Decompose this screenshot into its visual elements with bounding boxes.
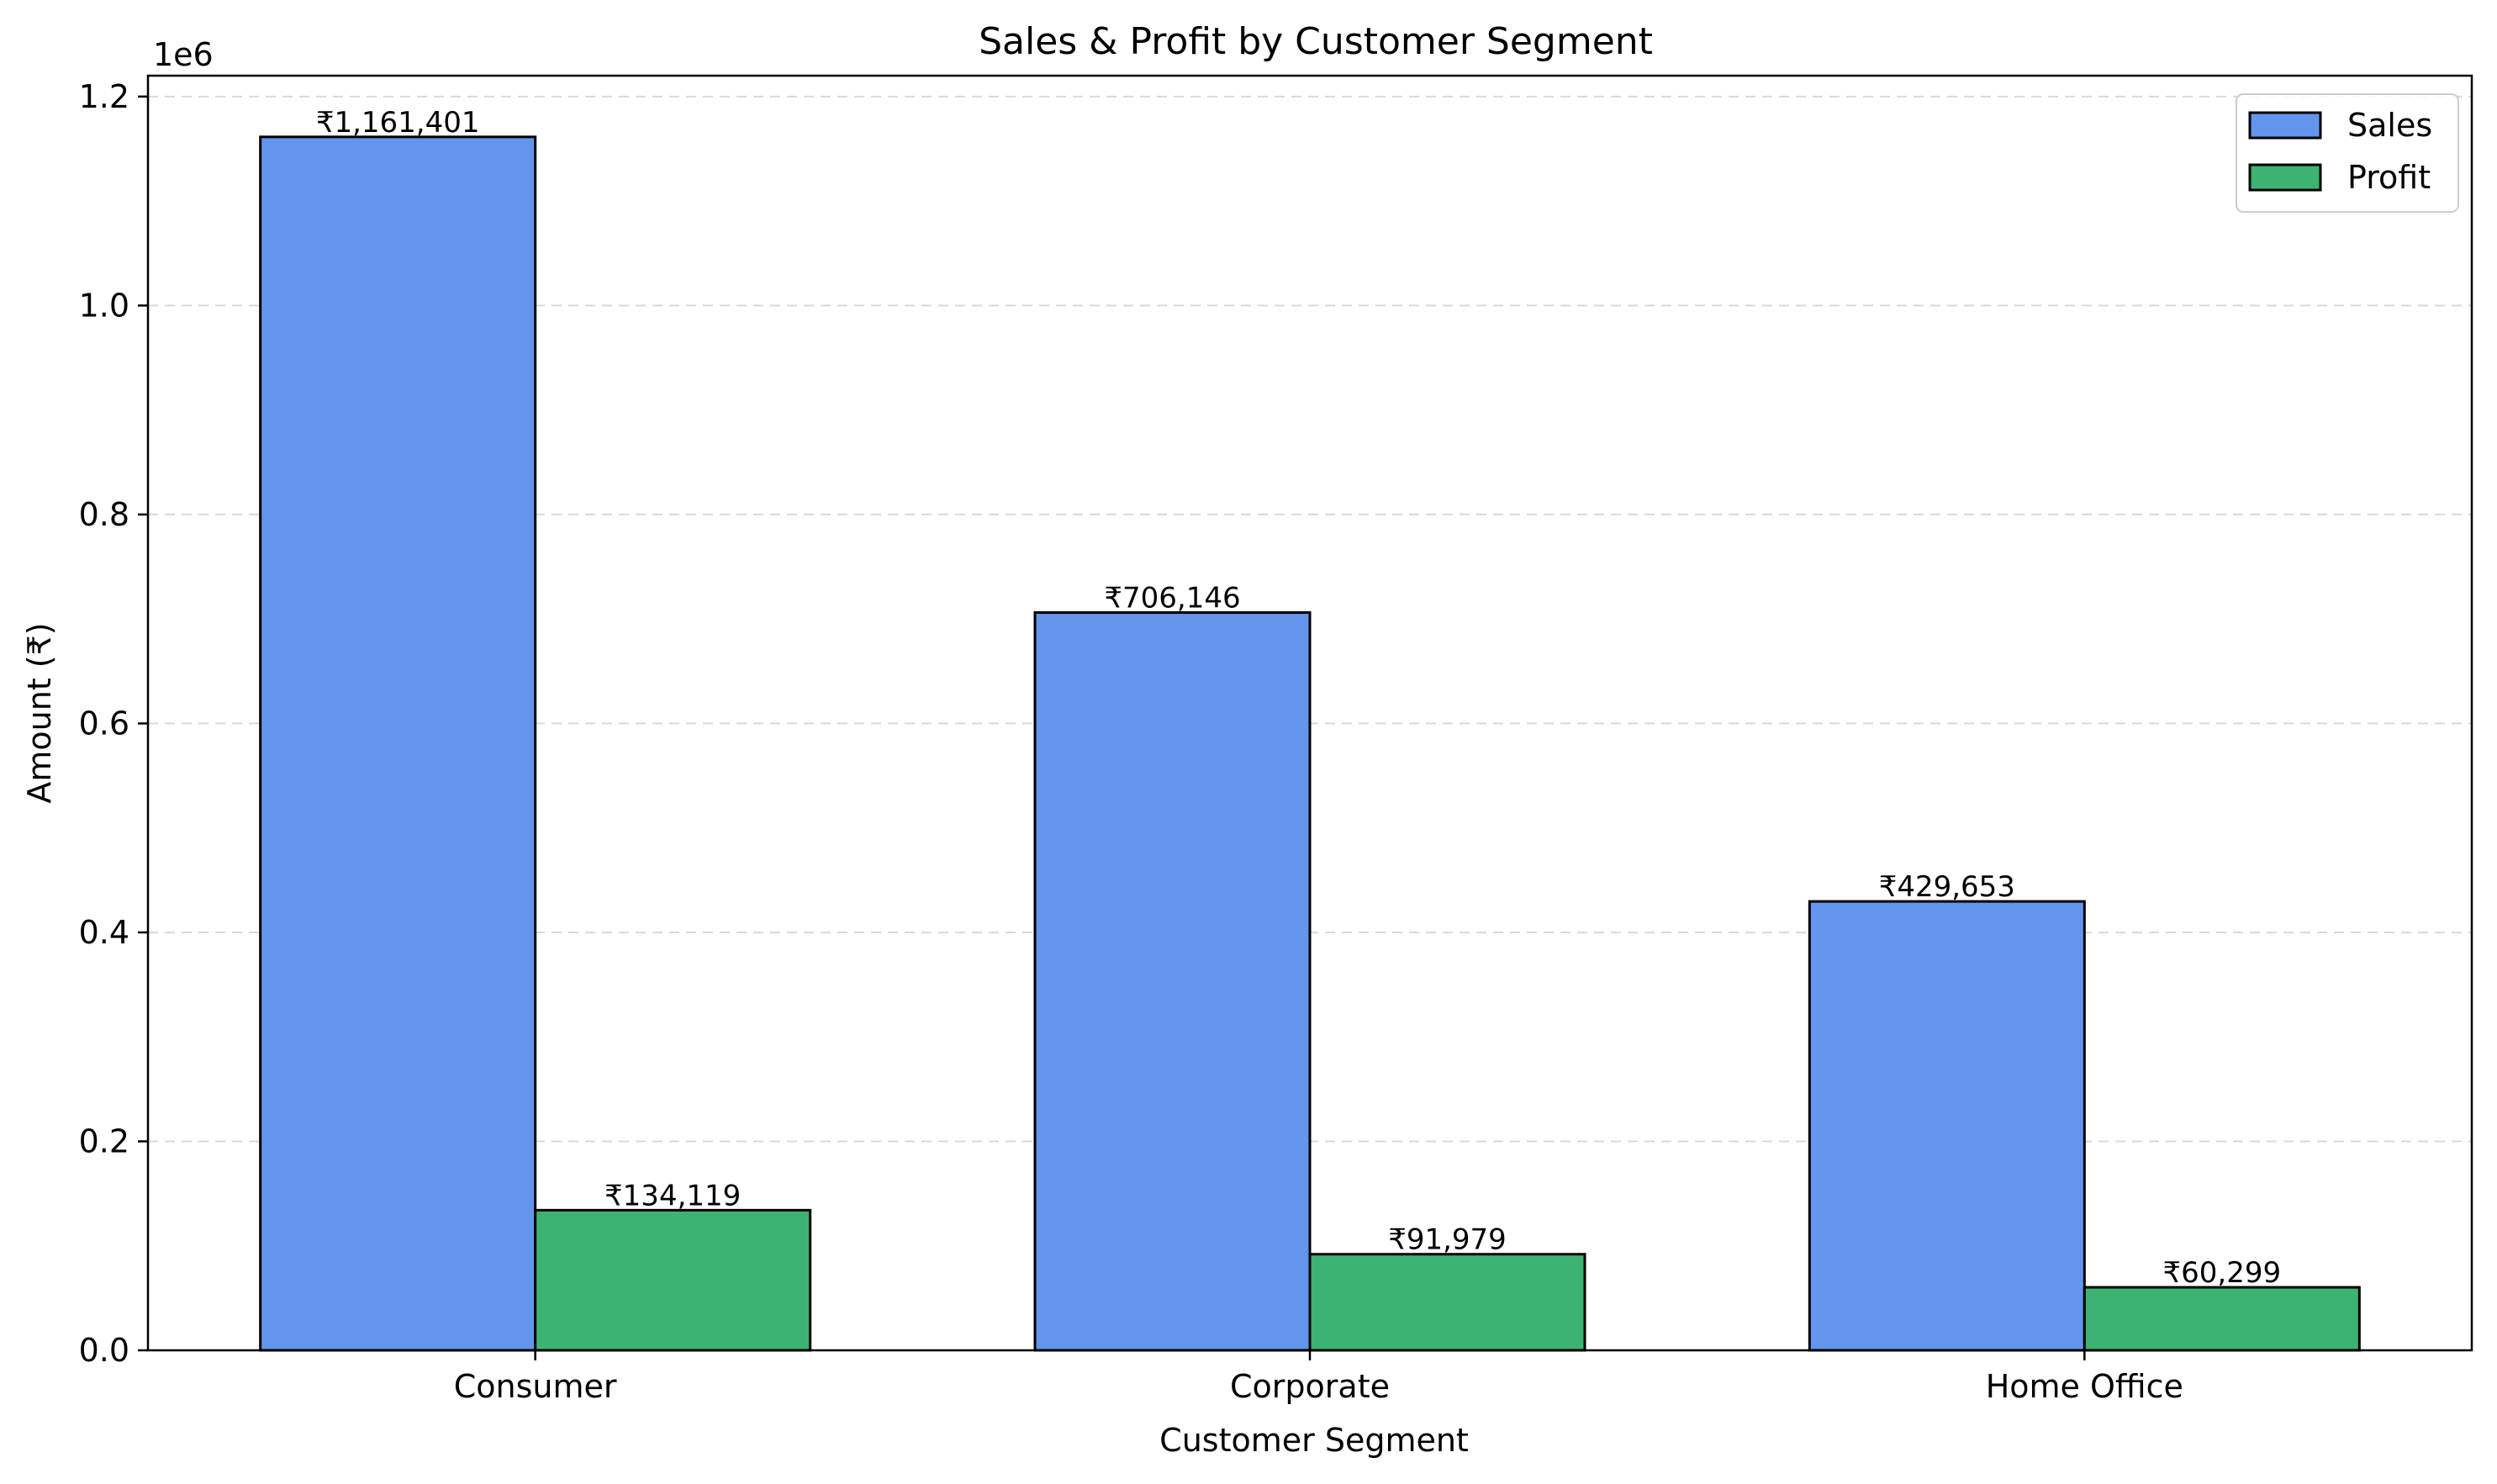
bar-labels: ₹1,161,401 ₹134,119 ₹706,146 ₹91,979 ₹429,65… xyxy=(316,106,2281,1290)
y-tick-label: 0.0 xyxy=(79,1332,129,1369)
bar-value-label: ₹60,299 xyxy=(2163,1256,2282,1290)
bar-sales-corporate xyxy=(1033,611,1312,1352)
legend: Sales Profit xyxy=(2236,93,2459,213)
y-tick-label: 0.8 xyxy=(79,496,129,533)
legend-swatch-profit xyxy=(2248,163,2322,192)
x-axis-label: Customer Segment xyxy=(1159,1422,1469,1459)
bar-sales-consumer xyxy=(259,135,537,1352)
bar-value-label: ₹1,161,401 xyxy=(316,106,480,140)
bar-profit-consumer xyxy=(534,1208,812,1352)
y-tick-label: 0.6 xyxy=(79,705,129,742)
y-tick-label: 0.2 xyxy=(79,1122,129,1159)
y-tick-label: 0.4 xyxy=(79,914,129,951)
x-tick-label: Corporate xyxy=(1230,1368,1390,1405)
bar-value-label: ₹706,146 xyxy=(1104,582,1240,615)
bar-profit-corporate xyxy=(1308,1253,1586,1352)
bar-value-label: ₹134,119 xyxy=(604,1179,741,1212)
y-tick-label: 1.0 xyxy=(79,287,129,324)
x-tick-label: Consumer xyxy=(454,1368,617,1405)
bar-sales-home-office xyxy=(1808,900,2086,1352)
x-axis: Consumer Corporate Home Office xyxy=(454,1350,2183,1405)
y-axis-offset-text: 1e6 xyxy=(153,36,214,73)
y-tick-label: 1.2 xyxy=(79,78,129,115)
y-axis: 0.0 0.2 0.4 0.6 0.8 1.0 1.2 xyxy=(79,78,148,1369)
bar-value-label: ₹429,653 xyxy=(1879,870,2015,904)
y-axis-label: Amount (₹) xyxy=(21,622,58,803)
legend-swatch-sales xyxy=(2248,111,2322,140)
bars xyxy=(259,135,2361,1352)
legend-label-profit: Profit xyxy=(2347,159,2431,196)
chart-title: Sales & Profit by Customer Segment xyxy=(979,20,1653,63)
legend-label-sales: Sales xyxy=(2347,107,2432,144)
bar-profit-home-office xyxy=(2083,1286,2361,1352)
bar-value-label: ₹91,979 xyxy=(1388,1223,1507,1257)
x-tick-label: Home Office xyxy=(1986,1368,2183,1405)
